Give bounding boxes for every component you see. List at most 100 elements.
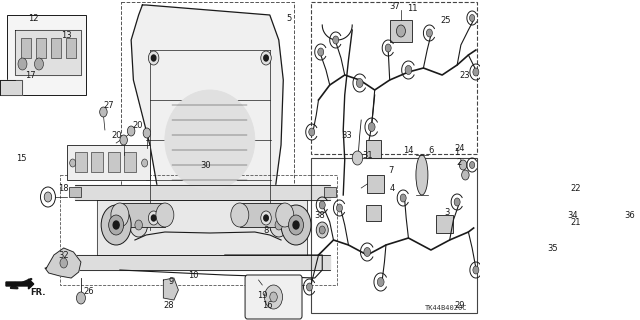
Polygon shape: [45, 248, 81, 278]
Circle shape: [148, 211, 159, 225]
Bar: [75, 152, 87, 172]
Text: 33: 33: [341, 131, 351, 140]
Circle shape: [120, 135, 127, 145]
Circle shape: [275, 220, 282, 230]
Circle shape: [317, 48, 324, 56]
Text: 20: 20: [132, 121, 142, 130]
Polygon shape: [163, 278, 179, 300]
Bar: [120, 203, 165, 227]
Bar: [92, 152, 104, 172]
Circle shape: [264, 285, 282, 309]
FancyBboxPatch shape: [245, 275, 302, 319]
Circle shape: [289, 215, 303, 235]
Circle shape: [264, 215, 268, 221]
Circle shape: [76, 292, 85, 304]
Circle shape: [460, 160, 467, 170]
Circle shape: [337, 204, 342, 212]
Text: 4: 4: [389, 183, 395, 193]
Circle shape: [109, 215, 124, 235]
Bar: [311, 2, 477, 154]
Circle shape: [378, 277, 384, 286]
Bar: [240, 203, 285, 227]
Circle shape: [260, 211, 271, 225]
Text: 16: 16: [262, 300, 273, 309]
Text: 8: 8: [263, 226, 269, 235]
Text: TK44B4020C: TK44B4020C: [425, 305, 467, 311]
Text: 2: 2: [457, 157, 462, 166]
Bar: [60, 175, 337, 285]
Circle shape: [470, 162, 475, 169]
Circle shape: [127, 126, 135, 136]
Text: 36: 36: [624, 211, 635, 220]
Bar: [36, 38, 47, 58]
Circle shape: [156, 203, 174, 227]
Bar: [365, 205, 381, 221]
Bar: [69, 187, 81, 197]
Bar: [367, 175, 384, 193]
Circle shape: [143, 128, 150, 138]
Circle shape: [333, 36, 339, 44]
Bar: [108, 152, 120, 172]
Text: 15: 15: [16, 154, 26, 163]
Text: 3: 3: [445, 207, 450, 217]
Circle shape: [101, 205, 131, 245]
Circle shape: [356, 78, 363, 87]
Text: FR.: FR.: [30, 288, 45, 297]
Circle shape: [270, 292, 277, 302]
Ellipse shape: [165, 90, 255, 190]
Circle shape: [293, 221, 299, 229]
Text: 30: 30: [200, 161, 211, 170]
Text: 12: 12: [28, 13, 38, 22]
Circle shape: [35, 58, 44, 70]
Text: 22: 22: [570, 183, 581, 193]
Text: 25: 25: [441, 15, 451, 25]
Text: 18: 18: [58, 183, 69, 193]
Circle shape: [461, 170, 469, 180]
Circle shape: [307, 283, 312, 291]
Text: 9: 9: [168, 277, 173, 286]
Polygon shape: [0, 80, 22, 95]
Circle shape: [111, 203, 129, 227]
Text: 1: 1: [454, 148, 460, 156]
Text: 26: 26: [83, 287, 93, 297]
Bar: [436, 215, 452, 233]
Polygon shape: [75, 185, 330, 200]
Circle shape: [400, 194, 406, 202]
Bar: [390, 20, 412, 42]
Circle shape: [152, 55, 156, 61]
Text: 23: 23: [460, 70, 470, 79]
Bar: [311, 158, 477, 313]
Circle shape: [473, 68, 479, 76]
Circle shape: [18, 58, 27, 70]
Circle shape: [319, 201, 325, 209]
Bar: [66, 38, 76, 58]
Text: 13: 13: [61, 30, 71, 39]
Circle shape: [260, 51, 271, 65]
Text: 20: 20: [111, 131, 122, 140]
Circle shape: [316, 222, 328, 238]
Bar: [21, 38, 31, 58]
Text: 5: 5: [286, 13, 291, 22]
Circle shape: [231, 203, 249, 227]
Circle shape: [264, 55, 268, 61]
Text: 37: 37: [390, 2, 400, 11]
Circle shape: [396, 25, 405, 37]
Circle shape: [141, 159, 148, 167]
Bar: [51, 38, 61, 58]
Bar: [324, 187, 336, 197]
Circle shape: [60, 258, 67, 268]
Text: 34: 34: [567, 211, 578, 220]
Circle shape: [148, 51, 159, 65]
Circle shape: [308, 128, 315, 136]
Circle shape: [470, 14, 475, 21]
Circle shape: [454, 198, 460, 206]
Text: 29: 29: [455, 300, 465, 309]
Text: 24: 24: [455, 143, 465, 153]
Circle shape: [130, 213, 148, 237]
Bar: [8, 15, 86, 95]
Ellipse shape: [416, 155, 428, 195]
Text: 19: 19: [257, 291, 268, 300]
Circle shape: [369, 123, 375, 132]
Text: 31: 31: [362, 150, 372, 159]
Circle shape: [70, 159, 76, 167]
